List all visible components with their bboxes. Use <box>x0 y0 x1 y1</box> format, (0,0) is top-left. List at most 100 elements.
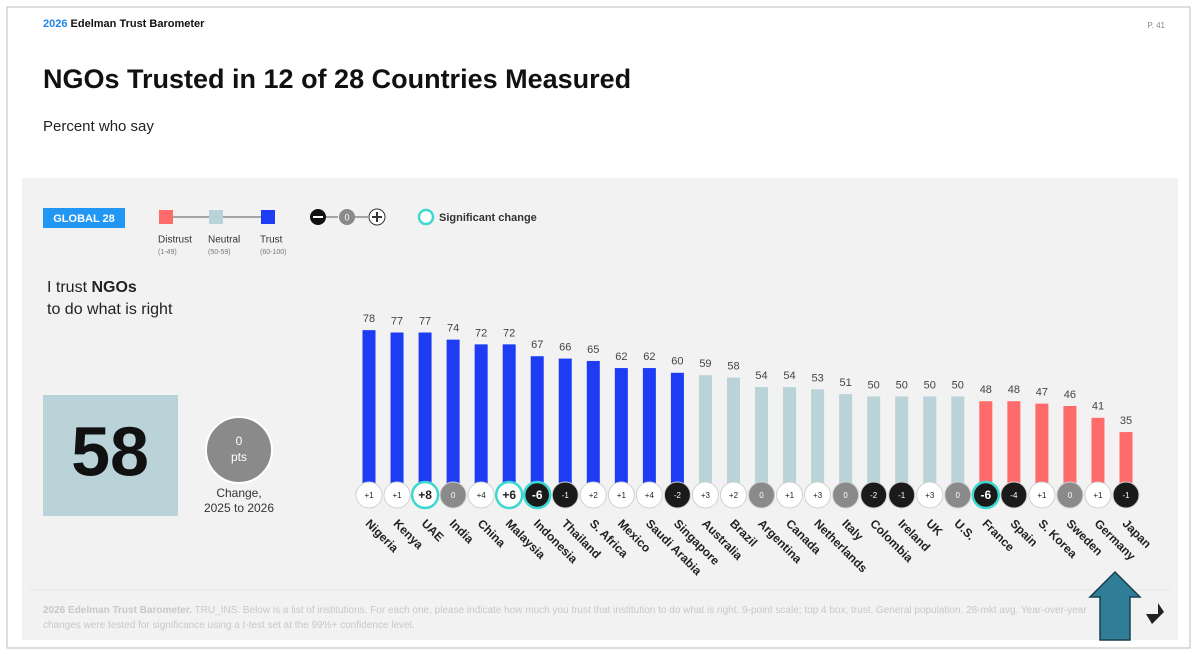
bar <box>670 372 684 495</box>
value-label: 50 <box>924 379 936 391</box>
bar <box>726 377 740 495</box>
change-label: +3 <box>925 491 935 500</box>
bar <box>530 356 544 495</box>
change-circle <box>1000 481 1028 509</box>
change-label: -6 <box>980 488 991 502</box>
change-circle <box>1056 481 1084 509</box>
change-label: 0 <box>1068 491 1073 500</box>
bar <box>1007 401 1021 495</box>
value-label: 48 <box>1008 384 1020 396</box>
value-label: 66 <box>559 341 571 353</box>
change-label: -1 <box>898 491 906 500</box>
change-label: -1 <box>562 491 570 500</box>
global-box <box>43 395 178 516</box>
value-label: 77 <box>391 315 403 327</box>
bar <box>755 387 769 495</box>
subtitle: Percent who say <box>43 118 154 135</box>
change-label: +1 <box>1093 491 1103 500</box>
significant-label: Significant change <box>439 212 537 224</box>
value-label: 62 <box>615 351 627 363</box>
change-label: -1 <box>1122 491 1130 500</box>
change-label: +3 <box>813 491 823 500</box>
change-label: +4 <box>645 491 655 500</box>
bar <box>1063 405 1077 495</box>
footnote-source: 2026 Edelman Trust Barometer. <box>43 605 192 616</box>
global-label: GLOBAL 28 <box>53 213 115 225</box>
change-circle <box>916 481 944 509</box>
value-label: 54 <box>755 370 767 382</box>
value-label: 51 <box>840 377 852 389</box>
value-label: 35 <box>1120 415 1132 427</box>
legend-swatch <box>261 210 275 224</box>
chart-title: NGOs Trusted in 12 of 28 Countries Measu… <box>43 64 631 94</box>
change-circle <box>888 481 916 509</box>
bar <box>418 332 432 495</box>
change-label: 0 <box>759 491 764 500</box>
change-circle <box>1084 481 1112 509</box>
significant-icon <box>417 208 435 226</box>
change-circle <box>607 481 635 509</box>
change-label: -2 <box>870 491 878 500</box>
change-circle <box>355 481 383 509</box>
change-label: -4 <box>1010 491 1018 500</box>
bar <box>951 396 965 495</box>
value-label: 59 <box>699 358 711 370</box>
value-label: 46 <box>1064 389 1076 401</box>
legend-range: (1-49) <box>158 249 177 256</box>
zero-label: 0 <box>344 212 349 222</box>
bar <box>614 368 628 495</box>
value-label: 60 <box>671 356 683 368</box>
header-name: Edelman Trust Barometer <box>71 18 206 30</box>
change-circle <box>1112 481 1140 509</box>
change-circle <box>383 481 411 509</box>
panel <box>22 178 1178 640</box>
legend-swatch <box>159 210 173 224</box>
change-circle <box>691 481 719 509</box>
bar <box>474 344 488 495</box>
change-circle <box>719 481 747 509</box>
value-label: 48 <box>980 384 992 396</box>
change-caption: 2025 to 2026 <box>204 501 274 515</box>
change-label: +1 <box>1037 491 1047 500</box>
legend-label: Neutral <box>208 235 240 246</box>
value-label: 50 <box>952 379 964 391</box>
bar <box>783 387 797 495</box>
change-label: +2 <box>729 491 739 500</box>
header-year: 2026 <box>43 18 67 30</box>
bar <box>1119 432 1133 495</box>
value-label: 50 <box>868 379 880 391</box>
legend-label: Distrust <box>158 235 192 246</box>
value-label: 58 <box>727 360 739 372</box>
change-label: 0 <box>451 491 456 500</box>
change-label: +2 <box>589 491 599 500</box>
change-circle <box>944 481 972 509</box>
bar <box>1091 417 1105 495</box>
change-label: +6 <box>502 488 516 502</box>
pointer-arrow <box>1088 570 1142 641</box>
bar <box>867 396 881 495</box>
question-subject: NGOs <box>91 279 136 296</box>
bar <box>586 360 600 495</box>
change-label: 0 <box>956 491 961 500</box>
change-label: +4 <box>477 491 487 500</box>
bar <box>698 375 712 495</box>
bar <box>502 344 516 495</box>
global-value: 58 <box>71 412 149 490</box>
change-circle <box>971 480 1001 510</box>
global-badge <box>43 208 125 228</box>
legend-range: (50-59) <box>208 249 231 256</box>
value-label: 65 <box>587 344 599 356</box>
global-change-unit: pts <box>231 450 247 464</box>
bar <box>362 330 376 495</box>
footnote-text: TRU_INS. Below is a list of institutions… <box>43 605 1087 631</box>
value-label: 72 <box>475 327 487 339</box>
zero-icon <box>339 209 355 225</box>
bar <box>811 389 825 495</box>
bar <box>558 358 572 495</box>
change-circle <box>860 481 888 509</box>
legend-swatch <box>209 210 223 224</box>
change-circle <box>635 481 663 509</box>
change-caption: Change, <box>216 486 261 500</box>
change-circle <box>467 481 495 509</box>
